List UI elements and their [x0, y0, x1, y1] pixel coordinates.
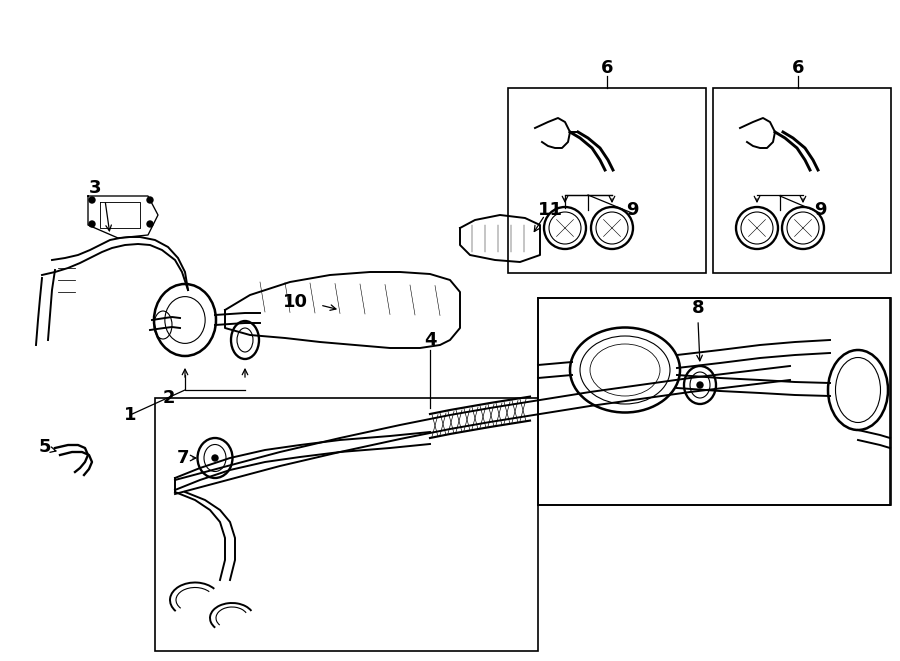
Bar [155, 398, 538, 651]
Text: 7: 7 [176, 449, 189, 467]
Text: 8: 8 [692, 299, 705, 317]
Text: 3: 3 [89, 179, 101, 197]
Text: 11: 11 [538, 201, 563, 219]
Circle shape [212, 455, 218, 461]
Text: 9: 9 [626, 201, 638, 219]
Text: 5: 5 [39, 438, 51, 456]
Circle shape [89, 221, 95, 227]
Text: 6: 6 [601, 59, 613, 77]
Text: 9: 9 [814, 201, 826, 219]
Text: 1: 1 [124, 406, 136, 424]
Circle shape [147, 221, 153, 227]
Text: 10: 10 [283, 293, 308, 311]
Circle shape [147, 197, 153, 203]
Bar [508, 88, 706, 273]
Bar [713, 88, 891, 273]
Bar [538, 298, 891, 505]
Text: 2: 2 [163, 389, 175, 407]
Text: 4: 4 [424, 331, 436, 349]
Circle shape [697, 382, 703, 388]
Text: 6: 6 [792, 59, 805, 77]
Circle shape [89, 197, 95, 203]
